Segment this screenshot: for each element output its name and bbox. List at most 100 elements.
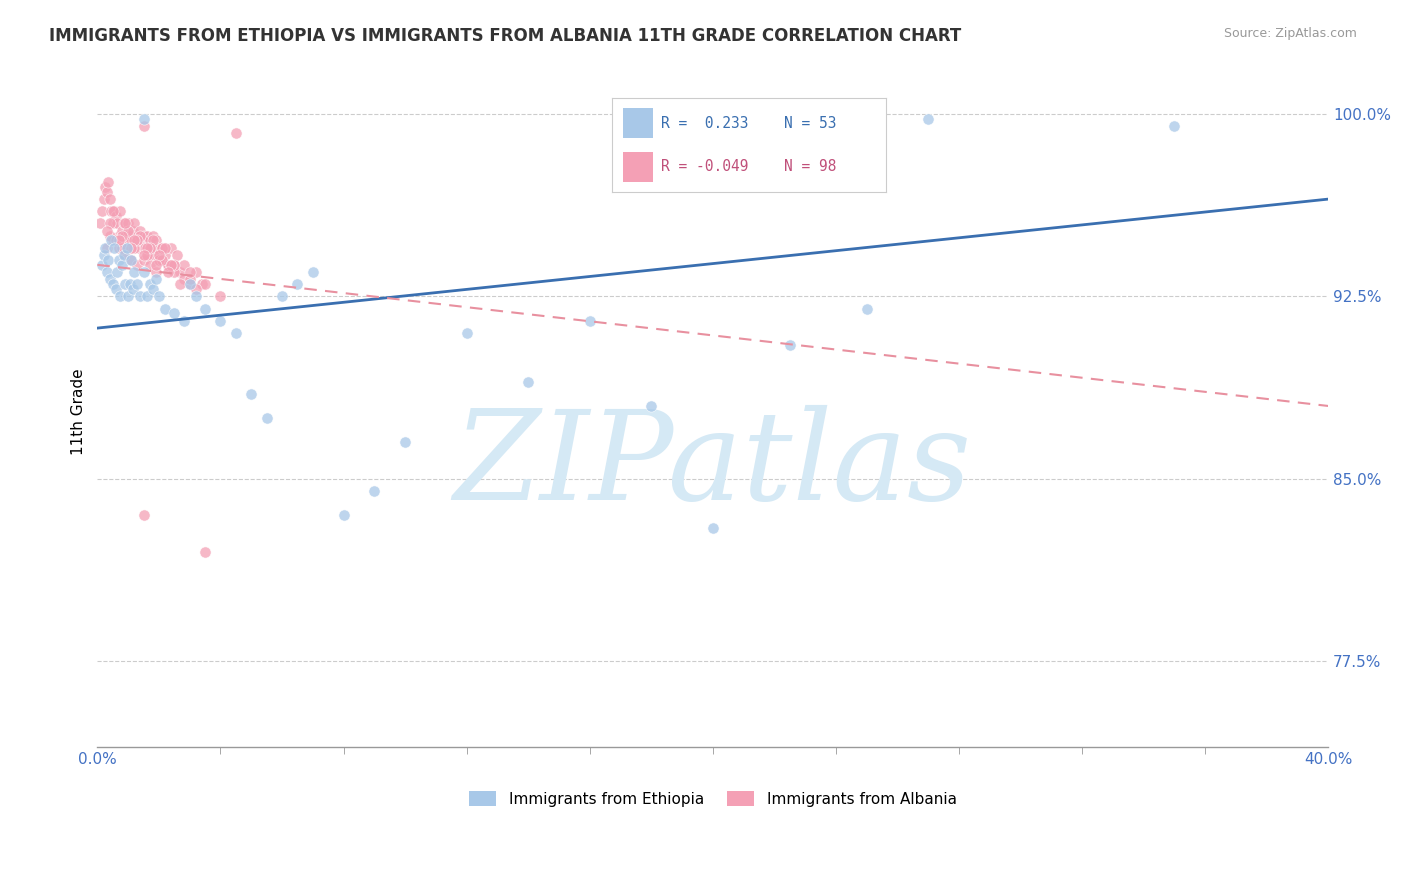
Point bbox=[115, 234, 138, 248]
Point bbox=[91, 204, 114, 219]
Point bbox=[105, 265, 128, 279]
Point bbox=[96, 224, 118, 238]
Point bbox=[114, 217, 136, 231]
Point bbox=[129, 289, 152, 303]
Point bbox=[702, 521, 724, 535]
Point bbox=[135, 289, 157, 303]
Point bbox=[163, 265, 186, 279]
Point bbox=[98, 217, 121, 231]
Point bbox=[138, 234, 160, 248]
Point bbox=[225, 127, 247, 141]
Point bbox=[173, 314, 195, 328]
Point bbox=[184, 282, 207, 296]
Point bbox=[96, 185, 118, 199]
Point bbox=[917, 112, 939, 126]
Point bbox=[100, 234, 122, 248]
Point bbox=[394, 435, 416, 450]
Point bbox=[132, 119, 155, 133]
Point bbox=[160, 241, 183, 255]
Point bbox=[157, 258, 180, 272]
Point bbox=[456, 326, 478, 340]
Point bbox=[184, 265, 207, 279]
Point bbox=[121, 282, 143, 296]
Point bbox=[127, 277, 149, 292]
Point bbox=[124, 241, 146, 255]
Point bbox=[112, 248, 135, 262]
Point bbox=[148, 248, 170, 262]
Point bbox=[118, 228, 141, 243]
Point bbox=[169, 265, 191, 279]
Point bbox=[145, 258, 167, 272]
Point bbox=[717, 119, 740, 133]
Point bbox=[132, 265, 155, 279]
Point bbox=[145, 234, 167, 248]
Point bbox=[117, 224, 139, 238]
Point bbox=[271, 289, 294, 303]
Point bbox=[169, 277, 191, 292]
Point bbox=[100, 204, 122, 219]
Point bbox=[194, 277, 217, 292]
Point bbox=[179, 277, 201, 292]
Point bbox=[96, 241, 118, 255]
Point bbox=[163, 258, 186, 272]
Point bbox=[209, 314, 232, 328]
Point bbox=[332, 508, 354, 523]
Point bbox=[96, 265, 118, 279]
Text: ZIPatlas: ZIPatlas bbox=[454, 405, 972, 526]
Point bbox=[124, 217, 146, 231]
Point bbox=[285, 277, 308, 292]
Point bbox=[132, 228, 155, 243]
Point bbox=[93, 192, 115, 206]
Point bbox=[153, 248, 176, 262]
Point bbox=[1163, 119, 1185, 133]
Point bbox=[138, 241, 160, 255]
Point bbox=[301, 265, 323, 279]
Point bbox=[160, 258, 183, 272]
Point bbox=[138, 277, 160, 292]
Point bbox=[101, 204, 124, 219]
Point bbox=[97, 175, 120, 189]
Point bbox=[143, 248, 166, 262]
Point bbox=[779, 338, 801, 352]
Point bbox=[114, 228, 136, 243]
Point bbox=[115, 241, 138, 255]
Point bbox=[209, 289, 232, 303]
Point bbox=[111, 241, 134, 255]
Text: R =  0.233: R = 0.233 bbox=[661, 116, 748, 131]
Point bbox=[101, 217, 124, 231]
Point bbox=[117, 217, 139, 231]
Point bbox=[98, 192, 121, 206]
Point bbox=[105, 217, 128, 231]
Point bbox=[118, 277, 141, 292]
Bar bbox=[623, 109, 652, 138]
Point bbox=[135, 228, 157, 243]
Point bbox=[120, 252, 142, 267]
Point bbox=[132, 248, 155, 262]
Point bbox=[94, 180, 117, 194]
Point bbox=[97, 252, 120, 267]
Point bbox=[191, 277, 214, 292]
Point bbox=[89, 217, 111, 231]
Point bbox=[114, 277, 136, 292]
Point bbox=[179, 277, 201, 292]
Point bbox=[128, 241, 150, 255]
Point bbox=[93, 248, 115, 262]
Point bbox=[110, 204, 132, 219]
Point bbox=[127, 234, 149, 248]
Point bbox=[114, 248, 136, 262]
Point bbox=[517, 375, 540, 389]
Point bbox=[132, 252, 155, 267]
Point bbox=[110, 289, 132, 303]
Point bbox=[179, 265, 201, 279]
Point bbox=[148, 289, 170, 303]
Point bbox=[142, 282, 165, 296]
Point bbox=[578, 314, 600, 328]
Point bbox=[142, 234, 165, 248]
Point bbox=[146, 241, 169, 255]
Point bbox=[108, 234, 131, 248]
Point bbox=[111, 258, 134, 272]
Text: N = 98: N = 98 bbox=[785, 159, 837, 174]
Point bbox=[855, 301, 877, 316]
Point bbox=[135, 241, 157, 255]
Point bbox=[179, 272, 201, 286]
